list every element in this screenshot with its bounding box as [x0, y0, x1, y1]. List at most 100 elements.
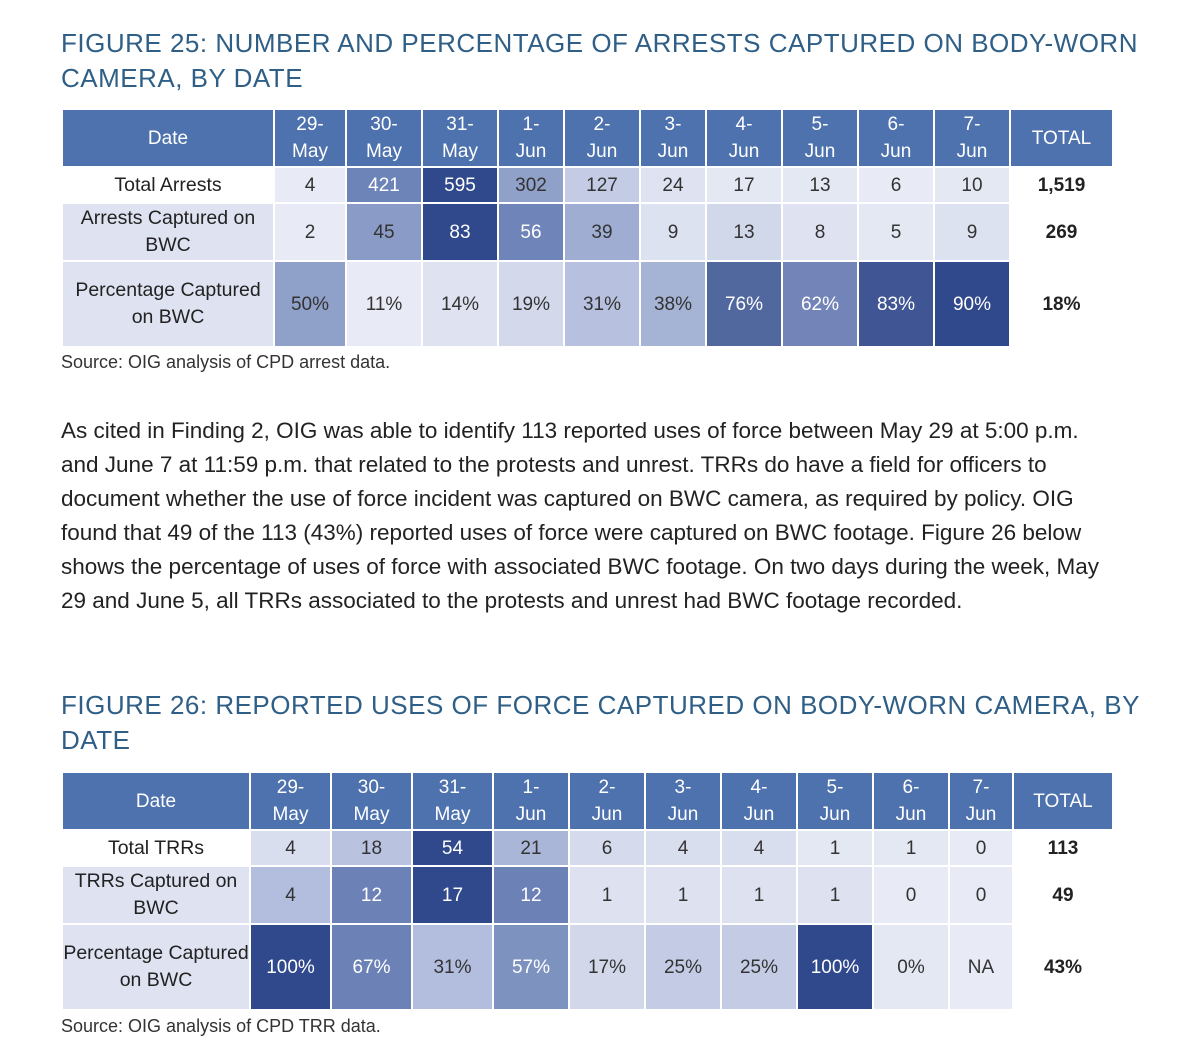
table-cell: 1: [872, 829, 950, 867]
table-cell: 17: [705, 166, 783, 204]
table-cell: 1: [720, 865, 798, 925]
table-cell: 595: [421, 166, 499, 204]
table-cell: 4: [720, 829, 798, 867]
table-cell: 100%: [796, 923, 874, 1011]
table-row: Total TRRs 4 18 54 21 6 4 4 1 1 0 113: [61, 829, 1114, 867]
table-row: Arrests Captured on BWC 2 45 83 56 39 9 13 8 5 9 26…: [61, 202, 1114, 262]
header-date-col: 30- May: [345, 108, 423, 168]
row-label: Total Arrests: [61, 166, 275, 204]
table-cell: 12: [492, 865, 570, 925]
header-date-col: 7- Jun: [948, 771, 1014, 831]
table-cell: 24: [639, 166, 707, 204]
total-cell: 1,519: [1009, 166, 1114, 204]
table-cell: 50%: [273, 260, 347, 348]
table-cell: 25%: [644, 923, 722, 1011]
table-cell: 127: [563, 166, 641, 204]
header-date-col: 3- Jun: [639, 108, 707, 168]
table-cell: 21: [492, 829, 570, 867]
table-cell: 5: [857, 202, 935, 262]
table-cell: 4: [273, 166, 347, 204]
table-cell: 14%: [421, 260, 499, 348]
header-date-col: 3- Jun: [644, 771, 722, 831]
total-cell: 113: [1012, 829, 1114, 867]
table-cell: 17: [411, 865, 494, 925]
row-label: Percentage Captured on BWC: [61, 260, 275, 348]
header-date-col: 29- May: [249, 771, 332, 831]
table-cell: 18: [330, 829, 413, 867]
table-row: TRRs Captured on BWC 4 12 17 12 1 1 1 1 0 0 49: [61, 865, 1114, 925]
table-cell: 9: [933, 202, 1011, 262]
header-date-col: 1- Jun: [497, 108, 565, 168]
table-cell: 421: [345, 166, 423, 204]
table-row: Total Arrests 4 421 595 302 127 24 17 13 6 10 1,519: [61, 166, 1114, 204]
table-cell: 0: [872, 865, 950, 925]
header-date-col: 2- Jun: [563, 108, 641, 168]
header-date: Date: [61, 108, 275, 168]
table-cell: 1: [644, 865, 722, 925]
table-cell: 4: [249, 829, 332, 867]
header-date-col: 4- Jun: [720, 771, 798, 831]
table-cell: 19%: [497, 260, 565, 348]
header-date-col: 6- Jun: [857, 108, 935, 168]
table-cell: 0: [948, 829, 1014, 867]
table-cell: 39: [563, 202, 641, 262]
total-cell: 49: [1012, 865, 1114, 925]
table-cell: 9: [639, 202, 707, 262]
table-cell: 1: [568, 865, 646, 925]
header-row: Date 29- May 30- May 31- May 1- Jun 2- Jun 3- Jun 4- J…: [61, 771, 1114, 831]
table-cell: 90%: [933, 260, 1011, 348]
header-total: TOTAL: [1012, 771, 1114, 831]
row-label: TRRs Captured on BWC: [61, 865, 251, 925]
table-cell: NA: [948, 923, 1014, 1011]
total-cell: 269: [1009, 202, 1114, 262]
table-cell: 54: [411, 829, 494, 867]
total-cell: 43%: [1012, 923, 1114, 1011]
table-cell: 1: [796, 829, 874, 867]
header-date-col: 31- May: [411, 771, 494, 831]
table-cell: 4: [644, 829, 722, 867]
table-cell: 13: [705, 202, 783, 262]
table-cell: 67%: [330, 923, 413, 1011]
table-cell: 83%: [857, 260, 935, 348]
figure-25-table: Date 29- May 30- May 31- May 1- Jun 2- Jun 3- Jun 4- J…: [61, 108, 1114, 348]
figure-25-source: Source: OIG analysis of CPD arrest data.: [61, 352, 391, 372]
table-cell: 45: [345, 202, 423, 262]
header-date-col: 1- Jun: [492, 771, 570, 831]
header-date: Date: [61, 771, 251, 831]
table-cell: 4: [249, 865, 332, 925]
table-cell: 38%: [639, 260, 707, 348]
table-cell: 8: [781, 202, 859, 262]
figure-26-title: FIGURE 26: REPORTED USES OF FORCE CAPTUR…: [61, 690, 1140, 755]
table-cell: 57%: [492, 923, 570, 1011]
row-label: Total TRRs: [61, 829, 251, 867]
table-cell: 100%: [249, 923, 332, 1011]
table-cell: 12: [330, 865, 413, 925]
header-date-col: 29- May: [273, 108, 347, 168]
table-cell: 2: [273, 202, 347, 262]
figure-26-table: Date 29- May 30- May 31- May 1- Jun 2- Jun 3- Jun 4- J…: [61, 771, 1114, 1011]
header-date-col: 7- Jun: [933, 108, 1011, 168]
table-cell: 83: [421, 202, 499, 262]
table-cell: 0%: [872, 923, 950, 1011]
header-date-col: 4- Jun: [705, 108, 783, 168]
table-cell: 13: [781, 166, 859, 204]
header-date-col: 6- Jun: [872, 771, 950, 831]
table-cell: 31%: [411, 923, 494, 1011]
total-cell: 18%: [1009, 260, 1114, 348]
table-cell: 25%: [720, 923, 798, 1011]
header-date-col: 5- Jun: [781, 108, 859, 168]
header-date-col: 31- May: [421, 108, 499, 168]
figure-26-source: Source: OIG analysis of CPD TRR data.: [61, 1016, 381, 1036]
table-cell: 17%: [568, 923, 646, 1011]
table-cell: 56: [497, 202, 565, 262]
table-cell: 76%: [705, 260, 783, 348]
figure-25-title: FIGURE 25: NUMBER AND PERCENTAGE OF ARRE…: [61, 28, 1138, 93]
body-paragraph: As cited in Finding 2, OIG was able to i…: [61, 418, 1100, 613]
table-row: Percentage Captured on BWC 50% 11% 14% 19% 31…: [61, 260, 1114, 348]
header-total: TOTAL: [1009, 108, 1114, 168]
row-label: Arrests Captured on BWC: [61, 202, 275, 262]
table-cell: 6: [857, 166, 935, 204]
header-date-col: 2- Jun: [568, 771, 646, 831]
table-cell: 1: [796, 865, 874, 925]
table-row: Percentage Captured on BWC 100% 67% 31% 57% 1…: [61, 923, 1114, 1011]
